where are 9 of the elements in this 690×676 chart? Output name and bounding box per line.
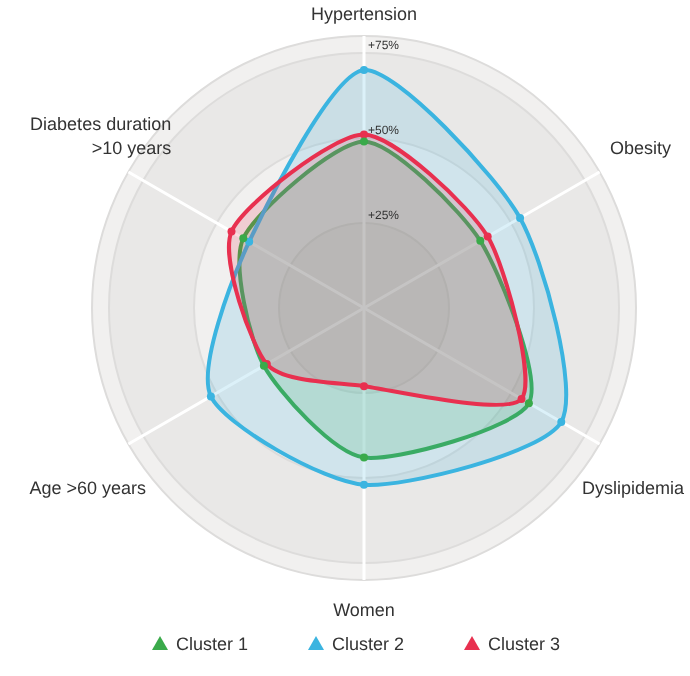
spoke-label: Hypertension xyxy=(310,4,418,24)
spoke-label: Age >60 years xyxy=(29,478,148,498)
spoke-label: Obesity xyxy=(609,138,672,158)
spoke-label: Women xyxy=(333,600,395,620)
spoke-label: Dyslipidemia xyxy=(581,478,685,498)
legend-label: Cluster 2 xyxy=(332,634,405,654)
spoke-label: Diabetes duration >10 years xyxy=(30,114,173,158)
legend-label: Cluster 1 xyxy=(176,634,249,654)
legend-label: Cluster 3 xyxy=(488,634,561,654)
